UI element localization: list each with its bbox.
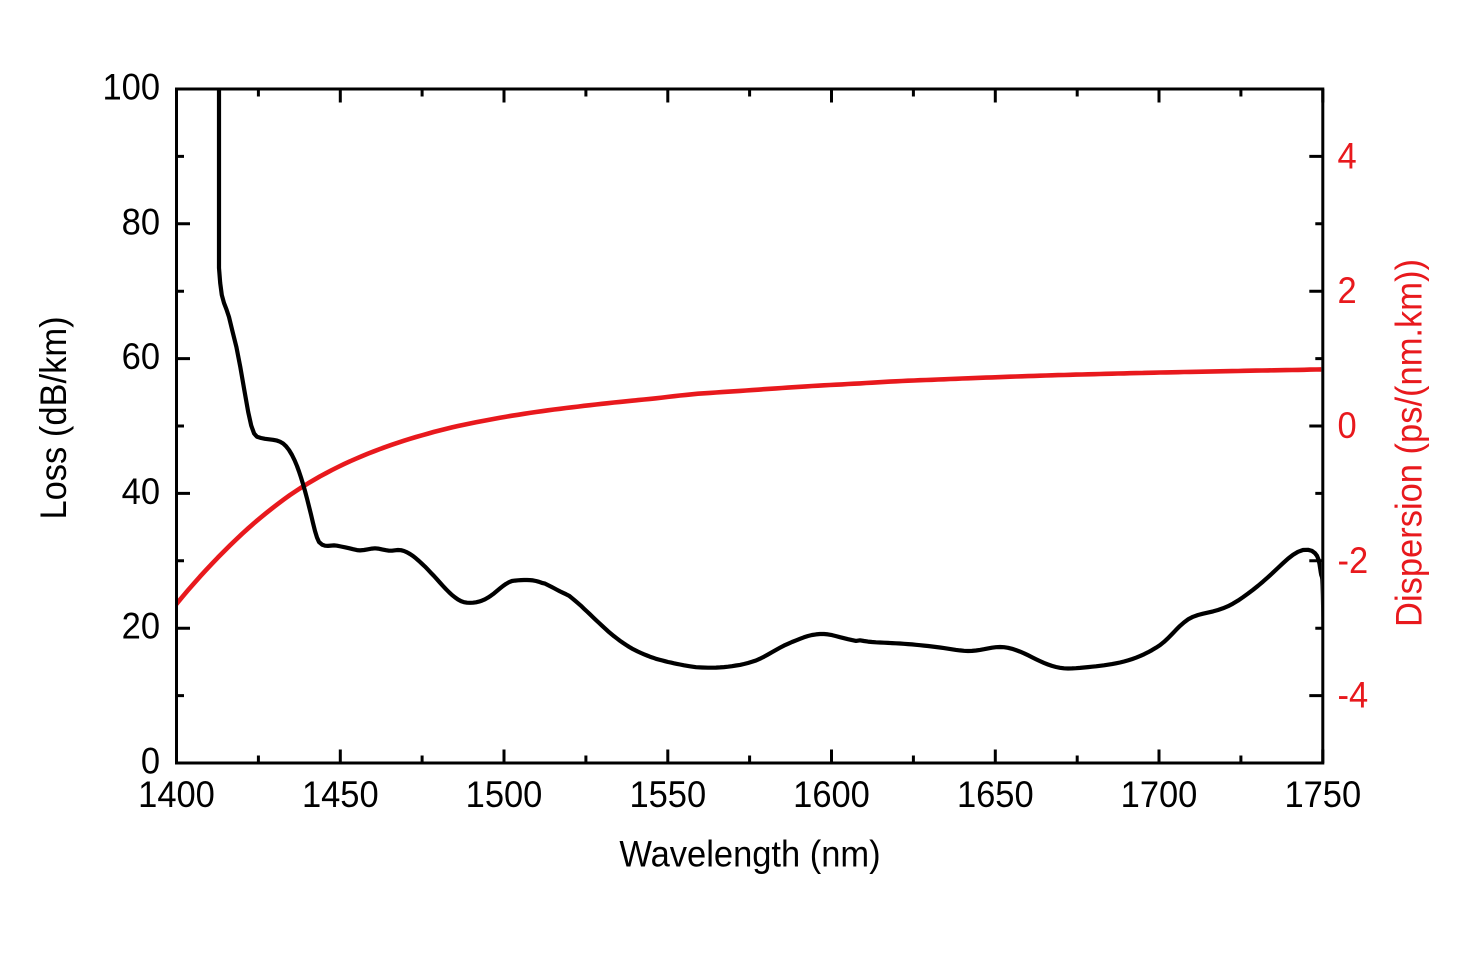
svg-text:-4: -4	[1338, 673, 1369, 716]
svg-text:2: 2	[1338, 269, 1357, 312]
svg-text:100: 100	[102, 65, 160, 108]
svg-text:1650: 1650	[957, 772, 1034, 815]
svg-text:Loss (dB/km): Loss (dB/km)	[32, 316, 75, 519]
svg-text:20: 20	[122, 604, 160, 647]
svg-text:1500: 1500	[466, 772, 543, 815]
svg-text:Dispersion (ps/(nm.km)): Dispersion (ps/(nm.km))	[1387, 259, 1430, 627]
svg-text:Wavelength (nm): Wavelength (nm)	[619, 832, 880, 875]
svg-text:1750: 1750	[1284, 772, 1361, 815]
svg-text:40: 40	[122, 470, 160, 513]
svg-text:80: 80	[122, 200, 160, 243]
svg-text:1450: 1450	[302, 772, 379, 815]
svg-text:1600: 1600	[793, 772, 870, 815]
svg-text:60: 60	[122, 335, 160, 378]
svg-text:0: 0	[141, 739, 160, 782]
svg-text:1550: 1550	[629, 772, 706, 815]
svg-text:4: 4	[1338, 134, 1357, 177]
svg-text:1400: 1400	[138, 772, 215, 815]
svg-text:-2: -2	[1338, 538, 1369, 581]
svg-text:0: 0	[1338, 404, 1357, 447]
svg-text:1700: 1700	[1121, 772, 1198, 815]
